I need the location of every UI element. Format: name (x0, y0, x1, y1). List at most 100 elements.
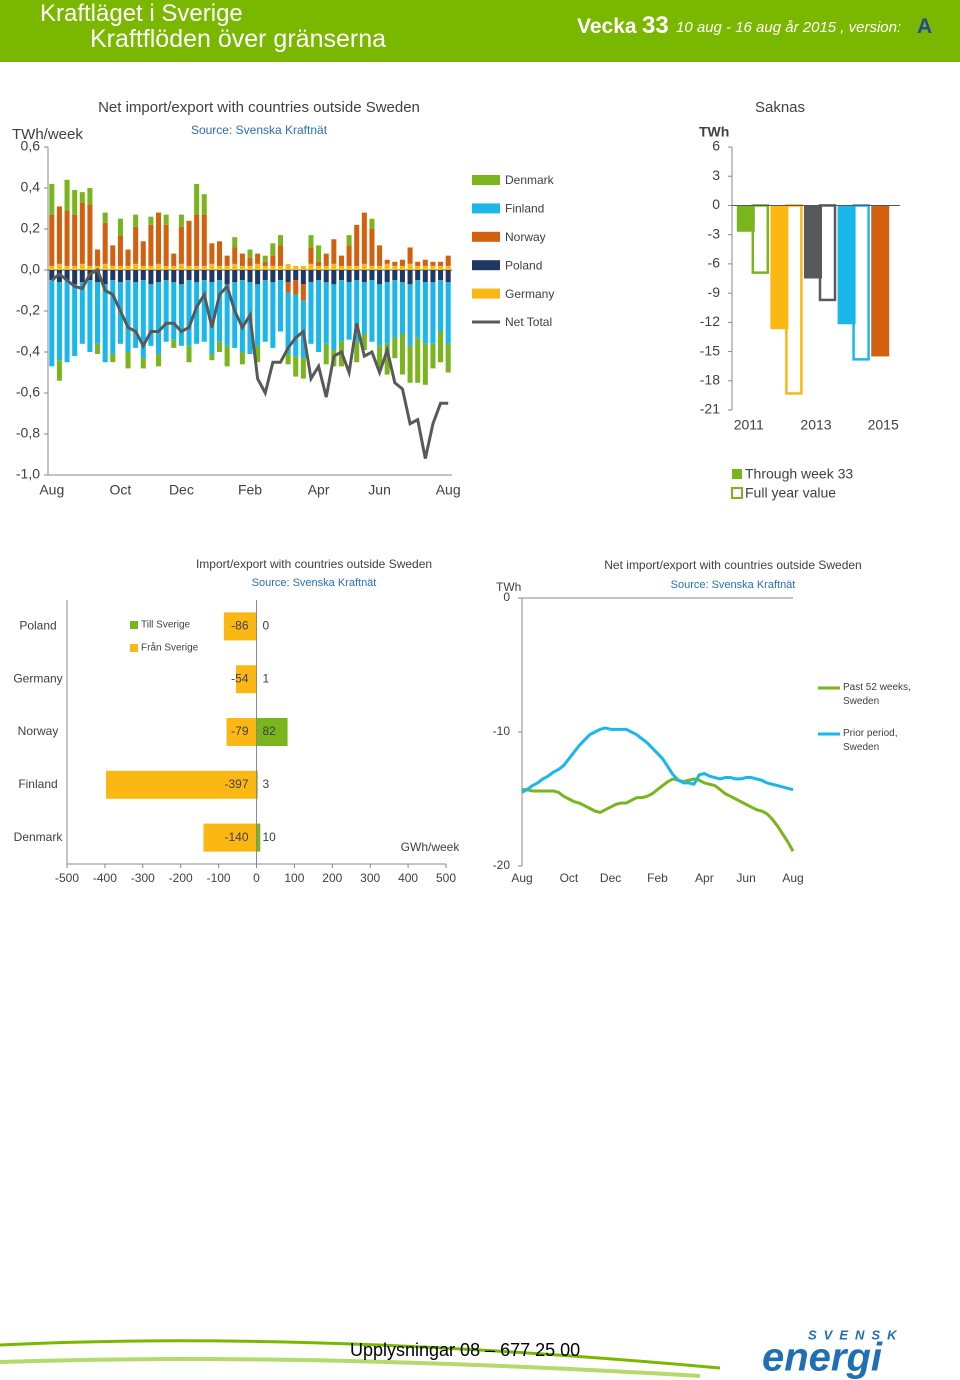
bar-segment (430, 282, 436, 344)
bar-segment (64, 265, 70, 270)
series-line (522, 777, 795, 852)
bar-segment (331, 270, 337, 285)
bar-segment (140, 265, 146, 270)
bar (223, 612, 257, 641)
bar-segment (445, 282, 451, 344)
bar-segment (156, 354, 162, 367)
bar-segment (133, 282, 139, 348)
bar-segment (316, 245, 322, 262)
y-tick-label: -20 (493, 858, 511, 872)
bar-segment (209, 263, 215, 270)
bar-segment (156, 212, 162, 264)
x-tick-label: 0 (253, 871, 260, 885)
bar-segment (354, 265, 360, 270)
bar-segment (285, 263, 291, 270)
chart-subtitle: Source: Svenska Kraftnät (252, 577, 377, 589)
bar-segment (110, 245, 116, 266)
x-tick-label: Dec (169, 482, 194, 498)
bar-segment (72, 265, 78, 270)
x-tick-label: Apr (308, 482, 330, 498)
bar-segment (262, 270, 268, 281)
bar-segment (216, 280, 223, 342)
bar-segment (270, 265, 276, 270)
bar-segment (102, 222, 108, 264)
legend-label: Denmark (505, 173, 555, 187)
value-label: 1 (263, 671, 270, 685)
bar-segment (300, 358, 306, 379)
bar-segment (56, 270, 62, 283)
bar-segment (140, 358, 146, 369)
x-tick-label: 100 (284, 871, 304, 885)
bar-segment (163, 224, 169, 266)
bar-segment (125, 280, 131, 352)
bar-segment (216, 270, 223, 281)
bar-segment (171, 282, 177, 340)
bar-segment (384, 259, 390, 264)
bar (852, 204, 870, 361)
x-tick-label: Dec (600, 871, 621, 885)
bar-segment (308, 247, 314, 264)
bar-segment (270, 255, 276, 266)
bar-segment (247, 270, 253, 283)
bar (837, 205, 856, 325)
bar-segment (277, 265, 284, 270)
bar-segment (194, 265, 200, 270)
bar-segment (354, 224, 360, 266)
bar-segment (316, 265, 322, 270)
bar-segment (186, 345, 192, 363)
bar-segment (255, 263, 261, 270)
bar-segment (415, 265, 421, 270)
bar-segment (316, 280, 322, 352)
bar-segment (277, 245, 284, 266)
bar-segment (438, 270, 444, 281)
bar-segment (72, 270, 78, 285)
bar-segment (300, 265, 306, 270)
bar-segment (255, 345, 261, 363)
bar-segment (49, 214, 55, 266)
y-tick-label: -0,2 (16, 302, 40, 318)
y-tick-label: 3 (712, 167, 720, 183)
logo-top: SVENSK (808, 1327, 903, 1342)
category-label: Poland (19, 619, 56, 633)
bar-segment (384, 270, 390, 283)
bar-segment (232, 270, 238, 283)
bar-segment (102, 284, 108, 363)
bar-segment (445, 265, 451, 270)
bar-segment (384, 343, 390, 375)
bar-segment (331, 239, 337, 264)
bar-segment (110, 265, 116, 270)
x-tick-label: Oct (110, 482, 132, 498)
bar-segment (361, 333, 367, 350)
bar-segment (377, 245, 383, 266)
value-label: 0 (263, 619, 270, 633)
bar-segment (117, 235, 123, 266)
bar-segment (262, 265, 268, 270)
bar-segment (49, 183, 55, 215)
bar-segment (79, 270, 85, 283)
swoosh (0, 1357, 701, 1378)
bar-segment (377, 265, 383, 270)
y-axis-label: TWh/week (12, 126, 83, 143)
bar-segment (293, 280, 299, 295)
bar-segment (209, 282, 215, 355)
x-tick-label: -100 (207, 871, 231, 885)
bar-segment (171, 265, 177, 270)
bar-segment (346, 245, 352, 266)
bar-segment (239, 352, 245, 365)
bar-segment (407, 263, 413, 270)
bar-segment (56, 360, 62, 381)
bar-segment (117, 218, 123, 236)
bar-segment (369, 229, 375, 266)
bar-segment (64, 210, 70, 266)
bar-segment (415, 337, 421, 383)
bar-segment (239, 280, 245, 352)
bar-segment (56, 282, 62, 361)
bar-segment (110, 270, 116, 281)
bar-segment (140, 270, 146, 281)
bar-segment (384, 282, 390, 344)
bar-segment (338, 270, 344, 281)
bar-segment (148, 284, 154, 346)
bar-segment (186, 220, 192, 266)
bar-segment (178, 214, 184, 227)
bar-segment (209, 243, 215, 264)
